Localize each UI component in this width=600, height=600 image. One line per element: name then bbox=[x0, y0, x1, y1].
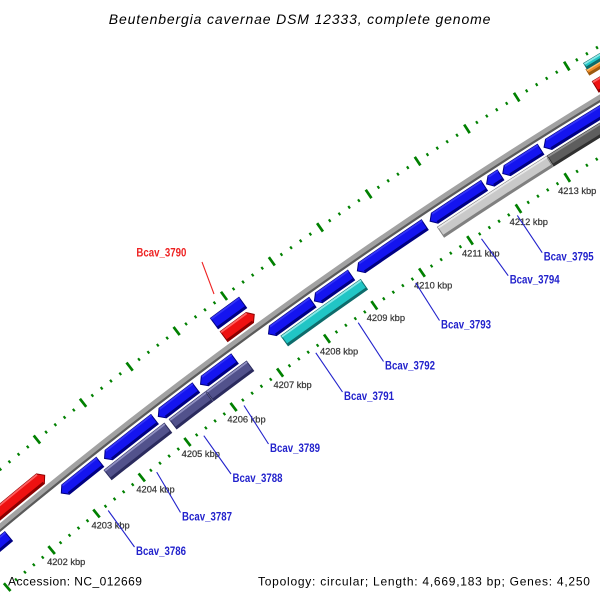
svg-text:4205 kbp: 4205 kbp bbox=[182, 449, 220, 459]
svg-text:Bcav_3792: Bcav_3792 bbox=[385, 361, 435, 373]
svg-text:4213 kbp: 4213 kbp bbox=[558, 186, 596, 196]
svg-text:Bcav_3786: Bcav_3786 bbox=[136, 546, 186, 558]
svg-text:4203 kbp: 4203 kbp bbox=[91, 520, 129, 530]
svg-text:Bcav_3795: Bcav_3795 bbox=[544, 252, 594, 264]
svg-text:4210 kbp: 4210 kbp bbox=[414, 281, 452, 291]
svg-text:Bcav_3788: Bcav_3788 bbox=[233, 473, 283, 485]
svg-text:4208 kbp: 4208 kbp bbox=[320, 346, 358, 356]
svg-text:4204 kbp: 4204 kbp bbox=[136, 485, 174, 495]
svg-text:Bcav_3787: Bcav_3787 bbox=[182, 512, 232, 524]
svg-text:Beutenbergia cavernae DSM 1233: Beutenbergia cavernae DSM 12333, complet… bbox=[109, 11, 491, 27]
svg-text:Bcav_3789: Bcav_3789 bbox=[270, 443, 320, 455]
svg-text:4211 kbp: 4211 kbp bbox=[462, 248, 500, 258]
svg-text:4202 kbp: 4202 kbp bbox=[47, 557, 85, 567]
svg-text:4209 kbp: 4209 kbp bbox=[367, 313, 405, 323]
svg-text:Bcav_3791: Bcav_3791 bbox=[344, 391, 394, 403]
svg-text:4206 kbp: 4206 kbp bbox=[227, 414, 265, 424]
svg-text:Bcav_3790: Bcav_3790 bbox=[136, 248, 186, 260]
svg-text:Accession: NC_012669: Accession: NC_012669 bbox=[8, 575, 142, 589]
svg-text:Bcav_3793: Bcav_3793 bbox=[441, 320, 491, 332]
svg-text:4212 kbp: 4212 kbp bbox=[510, 217, 548, 227]
svg-text:Topology: circular; Length: 4,: Topology: circular; Length: 4,669,183 bp… bbox=[258, 575, 591, 589]
svg-text:Bcav_3794: Bcav_3794 bbox=[510, 275, 560, 287]
svg-text:4207 kbp: 4207 kbp bbox=[273, 380, 311, 390]
